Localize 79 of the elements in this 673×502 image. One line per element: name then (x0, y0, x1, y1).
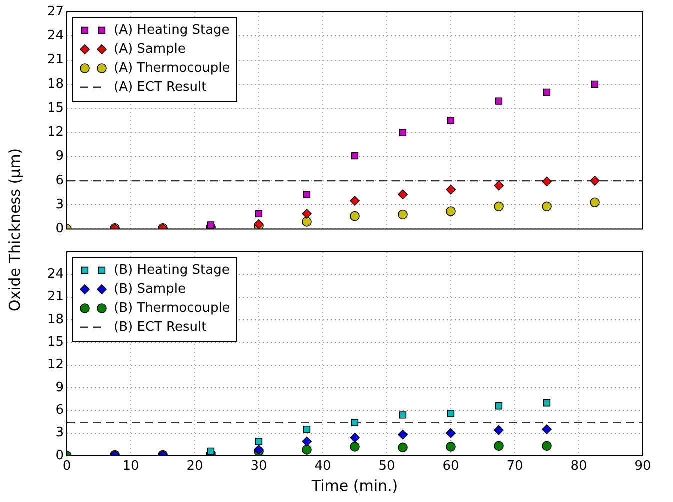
x-tick-label: 50 (378, 459, 396, 474)
legend-label: (A) Thermocouple (114, 60, 230, 76)
x-axis-title: Time (min.) (310, 476, 398, 495)
y-tick-label: 15 (47, 335, 64, 350)
y-tick-label: 21 (47, 290, 64, 305)
point (447, 410, 455, 418)
point (302, 217, 312, 227)
x-tick-label: 30 (250, 459, 268, 474)
y-tick-label: 0 (56, 222, 64, 237)
point (542, 176, 552, 187)
legend-label: (A) Sample (114, 42, 186, 57)
y-tick-label: 18 (47, 312, 64, 328)
point (494, 202, 504, 212)
point (446, 184, 456, 195)
point (398, 442, 408, 453)
point (446, 442, 456, 452)
y-tick-label: 0 (56, 448, 64, 464)
x-tick-label: 90 (634, 459, 652, 474)
y-tick-label: 24 (47, 28, 64, 44)
point (350, 196, 360, 206)
y-tick-label: 27 (47, 4, 64, 20)
y-tick-label: 9 (56, 380, 64, 396)
legend-label: (B) ECT Result (114, 320, 207, 335)
y-tick-label: 18 (47, 76, 64, 92)
point (590, 176, 600, 186)
x-tick-label: 80 (570, 459, 588, 474)
x-tick-label: 40 (314, 459, 332, 474)
point (495, 402, 503, 410)
point (302, 445, 312, 455)
point (446, 428, 456, 438)
x-tick-label: 10 (122, 459, 140, 474)
point (591, 80, 599, 88)
y-tick-label: 24 (47, 267, 64, 282)
y-tick-label: 6 (56, 173, 64, 188)
point (350, 432, 360, 443)
x-tick-label: 20 (186, 459, 204, 474)
legend-label: (A) ECT Result (114, 80, 207, 95)
point (495, 98, 503, 105)
point (351, 152, 359, 160)
point (398, 210, 408, 220)
legend-label: (B) Thermocouple (114, 300, 230, 316)
point (542, 202, 552, 212)
point (590, 198, 600, 208)
legend-label: (B) Sample (114, 282, 186, 297)
x-tick-label: 70 (506, 459, 524, 474)
point (494, 180, 504, 191)
point (350, 211, 360, 222)
point (494, 441, 504, 452)
point (302, 436, 312, 447)
point (543, 88, 551, 96)
point (398, 430, 408, 440)
point (351, 419, 359, 426)
point (303, 191, 311, 198)
point (303, 426, 311, 434)
point (543, 400, 551, 407)
point (398, 190, 408, 200)
point (542, 424, 552, 434)
y-tick-label: 6 (56, 403, 64, 418)
point (255, 210, 263, 218)
point (446, 206, 456, 216)
legend-label: (B) Heating Stage (114, 262, 230, 278)
y-axis-title: Oxide Thickness (μm) (6, 148, 24, 312)
x-tick-label: 60 (442, 459, 460, 474)
point (302, 209, 312, 219)
legend-label: (A) Heating Stage (114, 22, 230, 38)
point (399, 129, 407, 136)
y-tick-label: 15 (47, 100, 64, 116)
y-tick-label: 9 (56, 149, 64, 164)
y-tick-label: 3 (56, 426, 64, 441)
point (494, 425, 504, 436)
y-tick-label: 12 (47, 125, 64, 140)
point (255, 438, 263, 446)
y-tick-label: 3 (56, 197, 64, 212)
point (542, 441, 552, 452)
y-tick-label: 12 (47, 358, 64, 373)
y-tick-label: 21 (47, 52, 64, 68)
point (447, 117, 455, 124)
point (350, 442, 360, 452)
point (399, 412, 407, 419)
